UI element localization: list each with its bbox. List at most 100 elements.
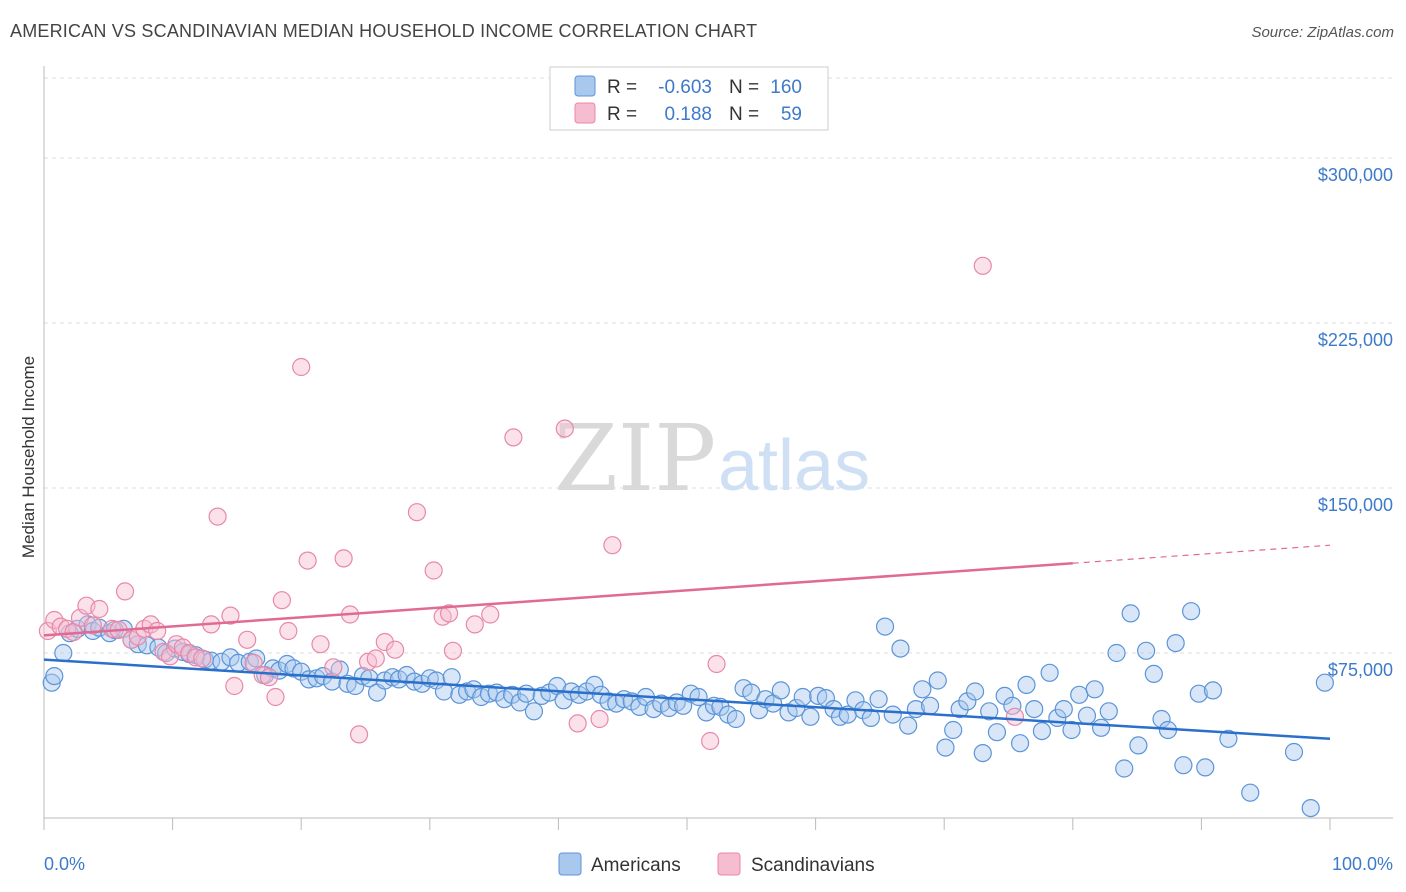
americans-point-85 <box>689 687 708 707</box>
americans-point-141 <box>1107 643 1126 663</box>
scandinavians-point-1 <box>45 610 64 630</box>
americans-point-117 <box>928 671 947 690</box>
scandinavians-point-54 <box>555 419 574 438</box>
scandinavians-points <box>38 256 1025 751</box>
scandinavians-point-8 <box>90 599 109 619</box>
americans-point-159 <box>1315 673 1334 692</box>
source-label: Source: ZipAtlas.com <box>1251 24 1394 41</box>
scandinavians-point-34 <box>279 621 298 641</box>
y-tick-label-1: $150,000 <box>1318 495 1393 515</box>
americans-point-60 <box>503 685 522 704</box>
americans-trend-line <box>43 658 1331 741</box>
legend-n-label-americans: N = <box>729 77 759 98</box>
scandinavians-point-52 <box>481 605 500 624</box>
y-axis-label: Median Household Income <box>19 356 38 558</box>
americans-point-39 <box>346 676 365 696</box>
scandinavians-point-38 <box>324 658 343 677</box>
scandinavians-point-27 <box>225 676 244 696</box>
americans-point-111 <box>883 705 902 724</box>
americans-point-112 <box>891 639 910 658</box>
bottom-legend-swatch-americans <box>558 852 582 876</box>
scandinavians-point-31 <box>259 668 279 687</box>
y-tick-label-0: $75,000 <box>1328 660 1393 680</box>
scandinavians-point-47 <box>424 561 443 580</box>
bottom-legend-scandinavians: Scandinavians <box>751 855 875 876</box>
legend-n-value-americans: 160 <box>770 77 802 98</box>
scandinavians-point-49 <box>439 604 459 623</box>
americans-point-155 <box>1219 729 1238 748</box>
americans-point-150 <box>1174 756 1193 775</box>
americans-point-144 <box>1129 736 1148 755</box>
americans-point-113 <box>899 716 918 735</box>
americans-point-137 <box>1077 706 1097 725</box>
americans-point-142 <box>1115 759 1134 778</box>
americans-point-96 <box>771 681 790 700</box>
scandinavians-point-44 <box>375 632 394 652</box>
americans-point-98 <box>787 698 806 718</box>
americans-point-119 <box>944 720 963 740</box>
americans-point-99 <box>793 687 812 707</box>
americans-point-154 <box>1203 681 1223 700</box>
x-tick-label-right: 100.0% <box>1332 854 1393 874</box>
legend-swatch-americans <box>574 75 596 97</box>
scandinavians-point-51 <box>465 615 484 634</box>
y-tick-labels: $75,000 $150,000 $225,000 $300,000 <box>1318 165 1393 680</box>
americans-point-140 <box>1099 702 1118 721</box>
americans-point-151 <box>1182 602 1201 621</box>
americans-point-156 <box>1241 783 1260 802</box>
americans-point-2 <box>54 643 73 663</box>
y-tick-label-3: $300,000 <box>1318 165 1393 185</box>
grid-lines <box>44 77 1393 654</box>
x-tick-label-left: 0.0% <box>44 854 85 874</box>
scandinavians-point-59 <box>707 654 726 674</box>
americans-point-63 <box>524 702 544 721</box>
americans-point-118 <box>936 738 955 757</box>
americans-point-128 <box>1010 734 1030 753</box>
axes <box>43 66 1393 830</box>
legend-r-value-scandinavians: 0.188 <box>664 104 712 125</box>
americans-point-135 <box>1062 720 1081 740</box>
legend-n-value-scandinavians: 59 <box>781 104 802 125</box>
scandinavians-point-56 <box>590 709 609 729</box>
americans-point-100 <box>801 707 820 726</box>
americans-point-139 <box>1091 718 1111 737</box>
scandinavians-point-35 <box>292 357 311 377</box>
americans-point-146 <box>1144 664 1163 684</box>
americans-point-90 <box>726 709 745 729</box>
legend-r-label-americans: R = <box>607 77 637 98</box>
scandinavians-point-11 <box>115 582 135 601</box>
legend-box <box>549 66 829 131</box>
americans-point-110 <box>875 617 895 636</box>
watermark-atlas: atlas <box>718 426 870 506</box>
americans-point-132 <box>1040 663 1059 682</box>
americans-point-130 <box>1025 699 1044 719</box>
scandinavians-point-43 <box>366 649 385 668</box>
americans-point-125 <box>987 723 1007 742</box>
legend: R = -0.603 N = 160 R = 0.188 N = 59 <box>549 66 829 131</box>
scandinavians-point-7 <box>83 616 102 635</box>
americans-point-126 <box>995 686 1014 706</box>
americans-point-129 <box>1017 675 1036 695</box>
y-tick-label-2: $225,000 <box>1318 330 1393 350</box>
americans-point-138 <box>1085 680 1104 699</box>
scandinavians-point-28 <box>238 630 257 649</box>
chart-title: AMERICAN VS SCANDINAVIAN MEDIAN HOUSEHOL… <box>10 21 758 41</box>
americans-point-127 <box>1003 696 1022 715</box>
scandinavians-point-46 <box>407 503 427 522</box>
scandinavians-point-26 <box>221 606 240 625</box>
americans-point-152 <box>1189 684 1208 703</box>
americans-point-149 <box>1166 633 1185 653</box>
scandinavians-point-53 <box>504 428 523 447</box>
scandinavians-point-55 <box>568 714 587 733</box>
scandinavians-point-58 <box>701 731 720 751</box>
americans-point-143 <box>1121 604 1140 623</box>
americans-point-1 <box>45 666 64 686</box>
scandinavians-trend-line-extension <box>1072 544 1331 564</box>
bottom-legend: Americans Scandinavians <box>558 852 875 876</box>
americans-point-121 <box>958 692 977 711</box>
scandinavians-point-39 <box>334 549 353 568</box>
scandinavians-point-23 <box>193 649 212 668</box>
americans-point-157 <box>1284 742 1304 762</box>
scandinavians-point-50 <box>443 641 463 660</box>
